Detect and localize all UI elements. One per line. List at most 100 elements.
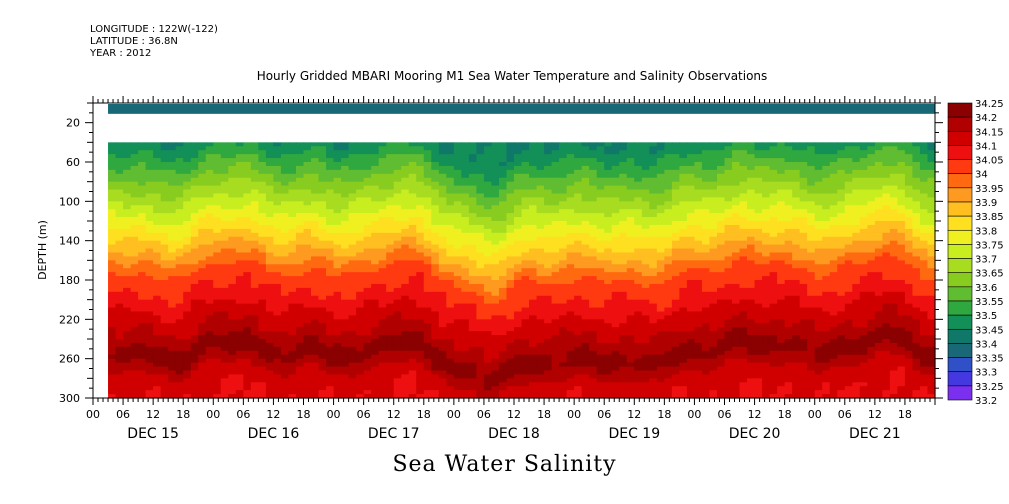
salinity-cell: [544, 268, 553, 273]
salinity-cell: [498, 173, 508, 179]
salinity-cell: [498, 197, 508, 202]
salinity-cell: [371, 346, 380, 352]
salinity-cell: [641, 276, 650, 281]
salinity-cell: [175, 221, 184, 226]
salinity-cell: [250, 244, 259, 250]
salinity-cell: [559, 295, 568, 301]
salinity-cell: [544, 311, 553, 316]
salinity-cell: [123, 260, 132, 265]
salinity-cell: [514, 295, 523, 301]
salinity-cell: [483, 276, 493, 281]
salinity-cell: [378, 382, 387, 387]
salinity-cell: [250, 299, 259, 305]
salinity-cell: [258, 346, 267, 352]
salinity-cell: [288, 244, 297, 250]
salinity-cell: [551, 150, 560, 155]
salinity-cell: [258, 177, 267, 183]
salinity-cell: [446, 362, 455, 368]
salinity-cell: [619, 295, 628, 301]
salinity-cell: [423, 299, 432, 305]
salinity-cell: [160, 315, 169, 320]
salinity-cell: [378, 299, 387, 305]
salinity-cell: [506, 335, 515, 340]
salinity-cell: [536, 201, 545, 206]
salinity-cell: [333, 213, 342, 218]
salinity-cell: [574, 173, 583, 179]
salinity-cell: [536, 213, 545, 218]
salinity-cell: [423, 272, 432, 277]
salinity-cell: [408, 240, 417, 246]
salinity-cell: [265, 331, 275, 336]
salinity-cell: [468, 315, 478, 320]
salinity-cell: [566, 185, 575, 191]
salinity-cell: [311, 162, 320, 167]
salinity-cell: [258, 295, 267, 301]
salinity-cell: [664, 185, 673, 191]
salinity-cell: [634, 295, 643, 301]
salinity-cell: [250, 287, 259, 293]
salinity-cell: [348, 221, 357, 226]
salinity-cell: [213, 378, 222, 383]
salinity-cell: [514, 252, 523, 257]
salinity-cell: [160, 193, 169, 198]
salinity-cell: [123, 193, 132, 198]
salinity-cell: [371, 189, 380, 195]
salinity-cell: [295, 224, 305, 230]
salinity-cell: [280, 354, 290, 360]
salinity-cell: [153, 169, 162, 175]
salinity-cell: [243, 185, 252, 191]
salinity-cell: [483, 193, 493, 198]
salinity-cell: [423, 154, 432, 159]
salinity-cell: [243, 366, 252, 372]
salinity-cell: [536, 374, 545, 379]
salinity-cell: [371, 283, 380, 289]
salinity-cell: [671, 339, 680, 344]
salinity-cell: [341, 248, 350, 254]
salinity-cell: [581, 150, 590, 155]
salinity-cell: [483, 244, 493, 250]
salinity-cell: [108, 248, 117, 254]
salinity-cell: [559, 260, 568, 265]
salinity-cell: [401, 319, 410, 324]
salinity-cell: [348, 374, 357, 379]
salinity-cell: [521, 201, 530, 206]
salinity-cell: [115, 323, 124, 328]
salinity-cell: [130, 224, 139, 230]
salinity-cell: [423, 193, 432, 198]
salinity-cell: [483, 189, 493, 195]
salinity-cell: [476, 331, 485, 336]
salinity-cell: [559, 217, 568, 222]
salinity-cell: [619, 339, 628, 344]
salinity-cell: [115, 158, 124, 163]
salinity-cell: [250, 311, 259, 316]
salinity-cell: [311, 362, 320, 368]
salinity-cell: [213, 150, 222, 155]
salinity-cell: [671, 319, 680, 324]
salinity-cell: [356, 248, 365, 254]
salinity-cell: [611, 280, 620, 285]
salinity-cell: [326, 276, 335, 281]
salinity-cell: [145, 236, 154, 242]
salinity-cell: [288, 272, 297, 277]
salinity-cell: [228, 248, 237, 254]
salinity-cell: [664, 217, 673, 222]
salinity-cell: [280, 386, 290, 391]
salinity-cell: [664, 244, 673, 250]
salinity-cell: [626, 303, 635, 309]
salinity-cell: [183, 248, 192, 254]
salinity-cell: [371, 339, 380, 344]
salinity-cell: [529, 228, 538, 234]
salinity-cell: [401, 303, 410, 309]
salinity-cell: [145, 331, 154, 336]
salinity-cell: [235, 252, 244, 257]
salinity-cell: [145, 346, 154, 352]
salinity-cell: [295, 386, 305, 391]
salinity-cell: [491, 185, 500, 191]
salinity-cell: [190, 228, 199, 234]
salinity-cell: [536, 264, 545, 269]
salinity-cell: [416, 177, 425, 183]
salinity-cell: [160, 276, 169, 281]
salinity-cell: [401, 185, 410, 191]
salinity-cell: [115, 209, 124, 214]
salinity-cell: [295, 248, 305, 254]
